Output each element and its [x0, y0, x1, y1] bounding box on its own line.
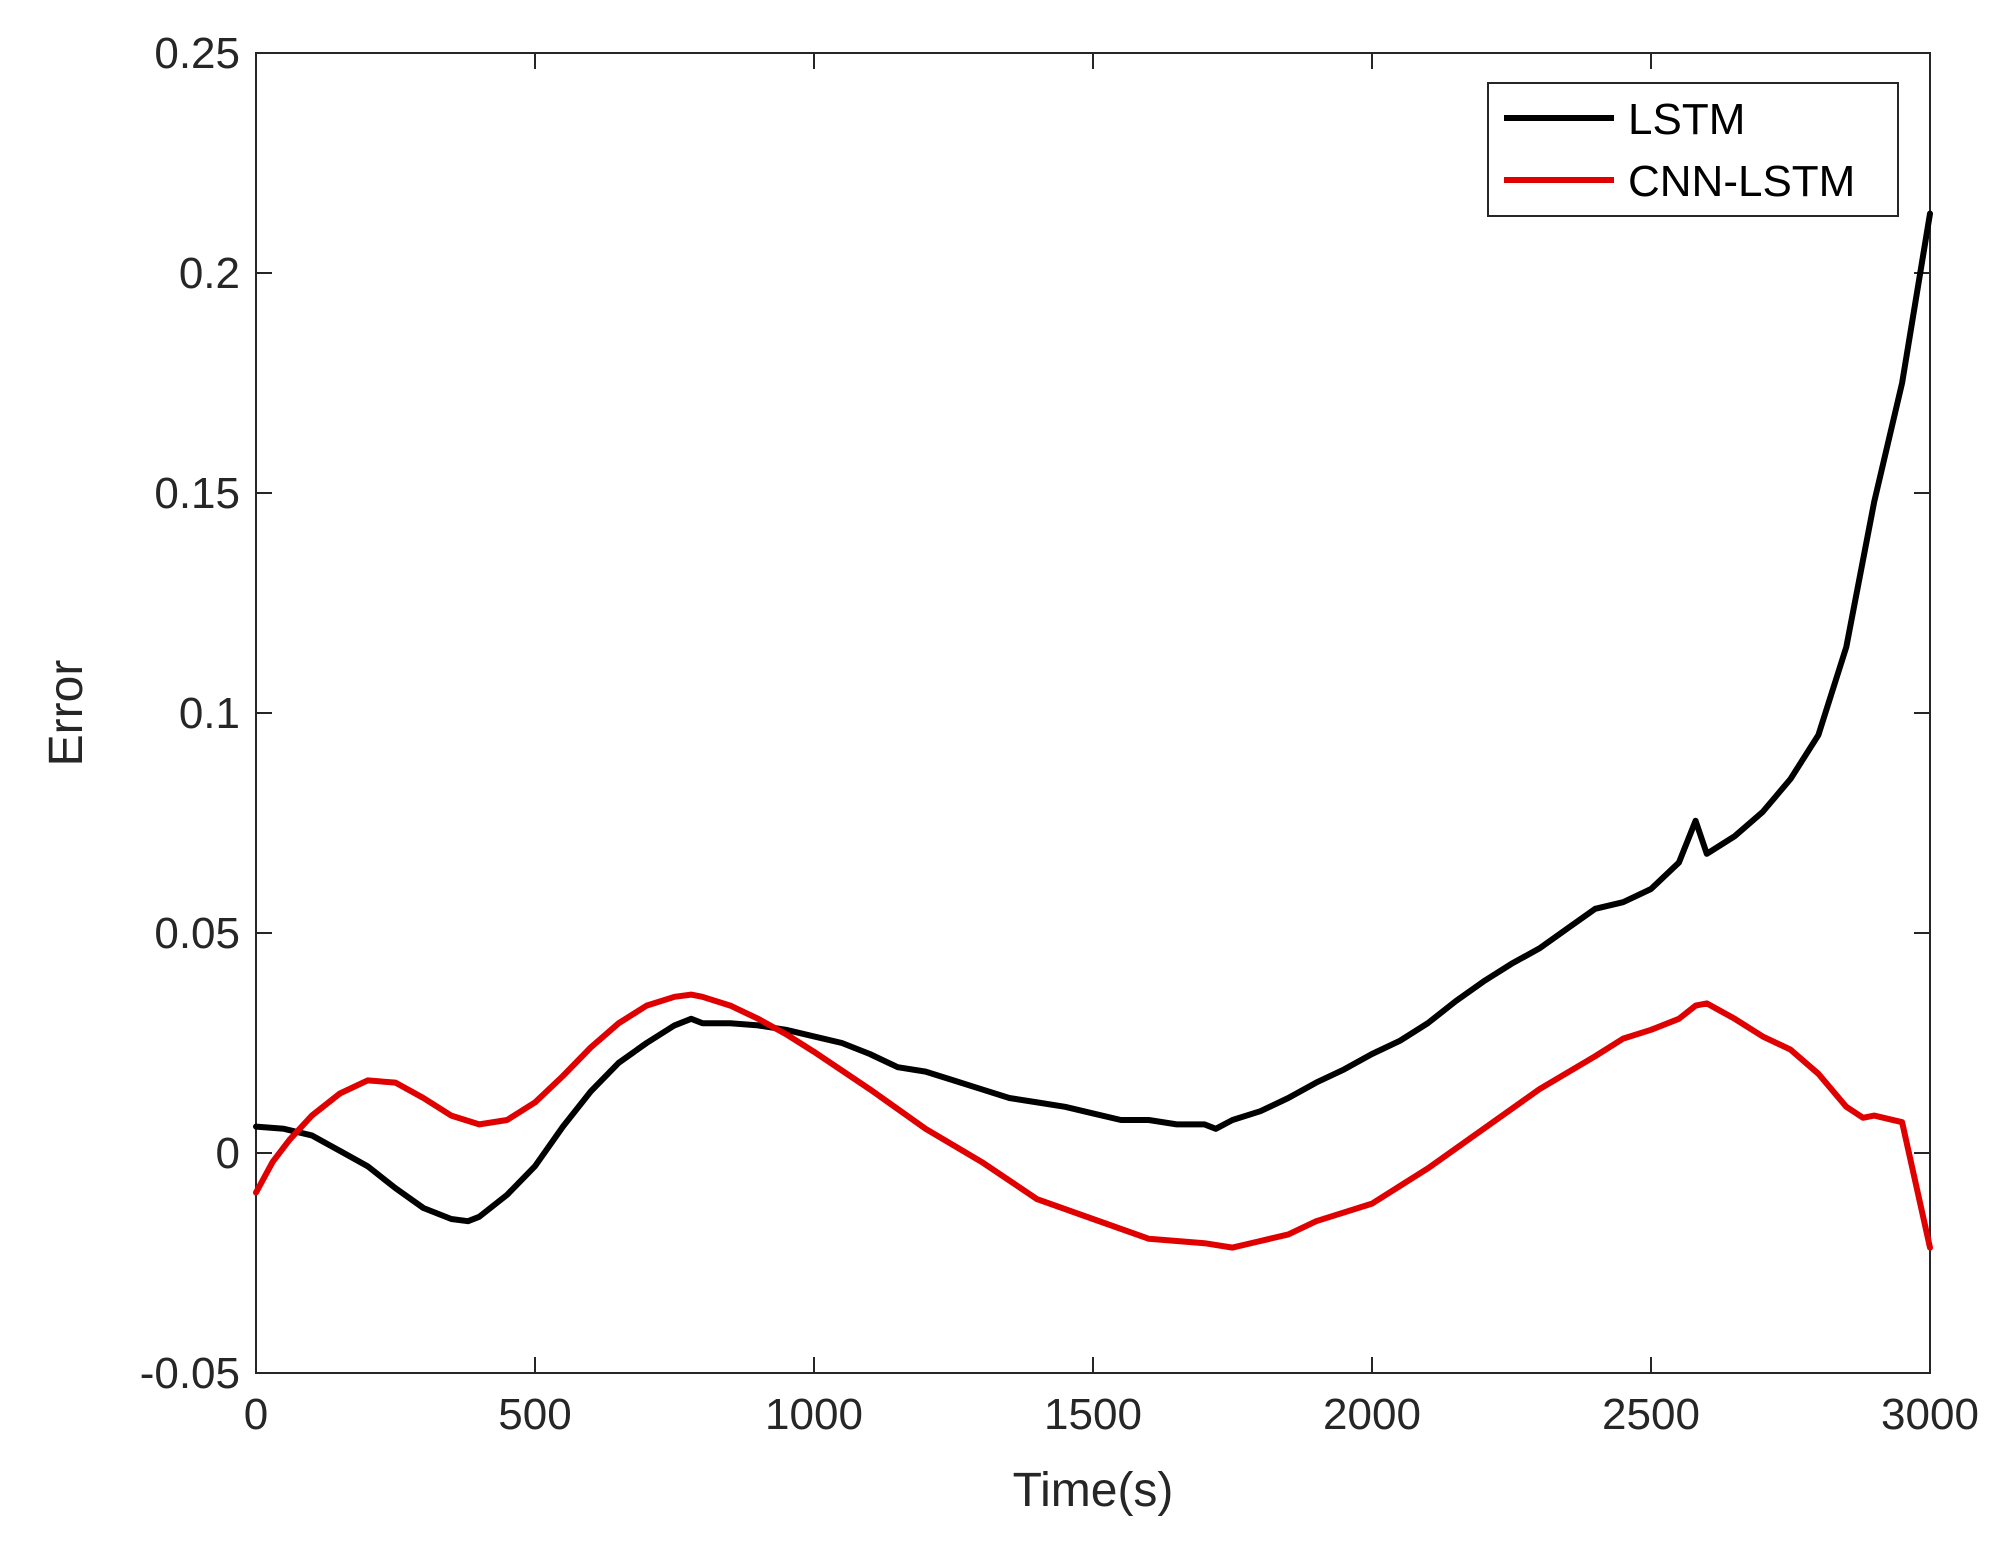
plot-area: [255, 52, 1931, 1374]
y-axis-label: Error: [40, 660, 93, 767]
axis-tick-labels: 0 500 1000 1500 2000 2500 3000-0.0500.050.10.1…: [140, 29, 1979, 1439]
legend: LSTM CNN-LSTM: [1487, 82, 1899, 217]
x-tick-label: 2000: [1323, 1390, 1421, 1439]
series-line-cnn-lstm: [253, 991, 1933, 1251]
series-layer: [253, 210, 1933, 1251]
y-tick-label: 0.15: [154, 469, 240, 518]
series-line-lstm: [253, 210, 1933, 1225]
x-tick-label: 500: [498, 1390, 571, 1439]
y-tick-label: 0.25: [154, 29, 240, 78]
y-tick-label: 0.2: [179, 249, 240, 298]
axis-ticks: [255, 52, 1931, 1374]
x-axis-label: Time(s): [1013, 1464, 1174, 1517]
y-tick-label: 0: [216, 1129, 240, 1178]
legend-box: [1487, 82, 1899, 217]
x-tick-label: 1000: [765, 1390, 863, 1439]
x-tick-label: 0: [244, 1390, 268, 1439]
y-tick-label: -0.05: [140, 1349, 240, 1398]
legend-label-lstm: LSTM: [1628, 95, 1745, 144]
legend-label-cnn-lstm: CNN-LSTM: [1628, 157, 1855, 206]
y-tick-label: 0.05: [154, 909, 240, 958]
x-tick-label: 3000: [1881, 1390, 1979, 1439]
x-tick-label: 2500: [1602, 1390, 1700, 1439]
y-tick-label: 0.1: [179, 689, 240, 738]
x-tick-label: 1500: [1044, 1390, 1142, 1439]
